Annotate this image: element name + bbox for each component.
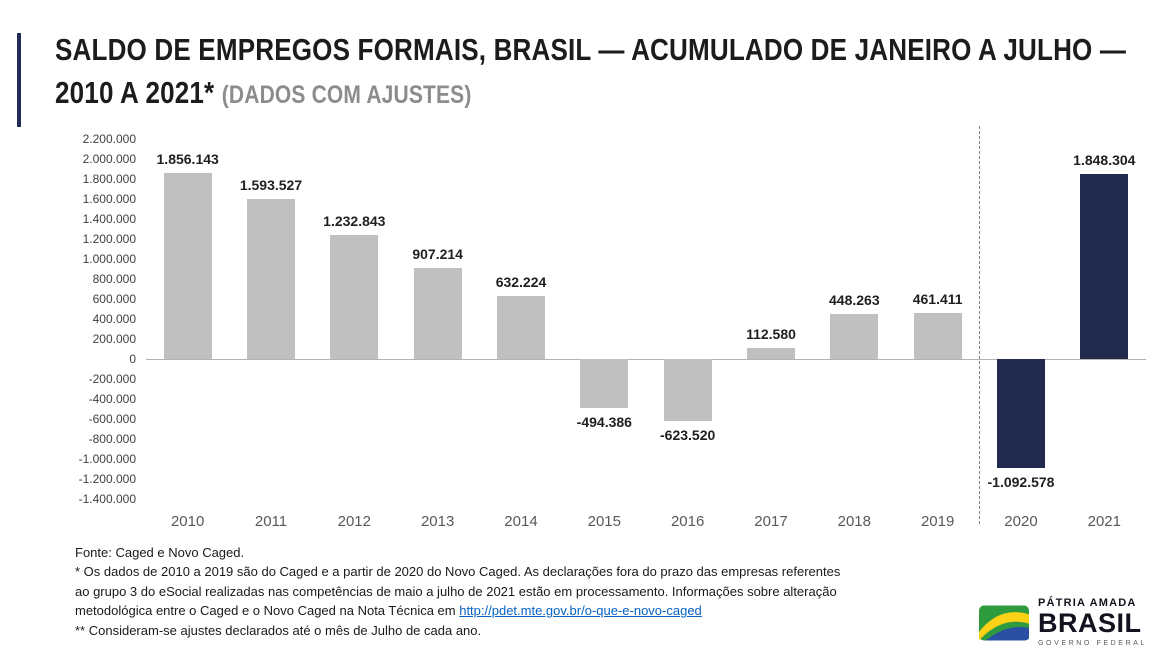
x-axis-label: 2014 — [504, 512, 538, 530]
x-axis-label: 2018 — [837, 512, 871, 530]
x-axis-label: 2012 — [337, 512, 371, 530]
page-title: SALDO DE EMPREGOS FORMAIS, BRASIL — ACUM… — [55, 28, 1139, 115]
y-tick-label: -1.400.000 — [78, 491, 136, 506]
y-tick-label: -400.000 — [88, 391, 136, 406]
y-tick-label: 1.400.000 — [82, 211, 136, 226]
logo-patria-amada: PÁTRIA AMADA — [1037, 597, 1137, 609]
bar-chart: 2.200.000 2.000.000 1.800.000 1.600.000 1.40… — [58, 125, 1167, 535]
bar-2010 — [163, 173, 212, 359]
x-axis-label: 2013 — [420, 512, 455, 530]
period-separator-line — [979, 125, 981, 524]
bar-2021 — [1080, 173, 1129, 359]
y-tick-label: -1.000.000 — [78, 451, 136, 466]
logo-governo-federal: GOVERNO FEDERAL — [1037, 640, 1147, 647]
header: SALDO DE EMPREGOS FORMAIS, BRASIL — ACUM… — [0, 0, 1167, 115]
y-tick-label: 600.000 — [92, 291, 136, 306]
y-tick-label: -600.000 — [88, 411, 136, 426]
footnote-2: ** Consideram-se ajustes declarados até … — [75, 622, 482, 638]
x-axis-label: 2011 — [254, 512, 288, 530]
x-axis-label: 2019 — [920, 512, 955, 530]
nota-tecnica-link[interactable]: http://pdet.mte.gov.br/o-que-e-novo-cage… — [459, 603, 702, 619]
bar-2014 — [497, 295, 545, 359]
x-axis-label: 2015 — [587, 512, 621, 530]
x-axis-label: 2016 — [670, 512, 705, 530]
bar-2020 — [997, 358, 1045, 469]
y-tick-label: 200.000 — [92, 331, 136, 346]
zero-axis-line — [146, 358, 1146, 360]
bar-2012 — [330, 235, 379, 359]
bar-2016 — [663, 358, 712, 422]
bar-value-label: 1.593.527 — [239, 177, 303, 194]
x-axis-label: 2010 — [170, 512, 205, 530]
title-accent-bar — [17, 33, 21, 127]
bar-value-label: 1.232.843 — [323, 213, 386, 230]
y-tick-label: 400.000 — [92, 311, 136, 326]
y-tick-label: 1.200.000 — [82, 231, 136, 246]
y-tick-label: 2.200.000 — [82, 131, 136, 146]
bar-value-label: 632.224 — [495, 273, 547, 290]
bar-2019 — [913, 312, 962, 359]
y-axis: 2.200.000 2.000.000 1.800.000 1.600.000 1.40… — [58, 132, 136, 506]
bar-value-label: 1.848.304 — [1073, 151, 1136, 168]
bar-value-label: -494.386 — [576, 414, 632, 431]
y-tick-label: 800.000 — [92, 271, 136, 286]
bar-value-label: 448.263 — [829, 291, 880, 308]
bar-value-label: 112.580 — [746, 325, 796, 342]
bar-value-label: 907.214 — [412, 246, 463, 263]
y-tick-label: 1.800.000 — [82, 171, 136, 186]
source-line: Fonte: Caged e Novo Caged. — [75, 544, 245, 560]
y-tick-label: 1.000.000 — [82, 251, 136, 266]
governo-federal-logo: PÁTRIA AMADA BRASIL GOVERNO FEDERAL — [978, 597, 1147, 648]
logo-brasil: BRASIL — [1037, 608, 1142, 638]
y-tick-label: 2.000.000 — [82, 151, 136, 166]
y-tick-label: 0 — [129, 351, 136, 366]
y-tick-label: 1.600.000 — [82, 191, 136, 206]
y-tick-label: -200.000 — [88, 371, 136, 386]
y-tick-label: -1.200.000 — [78, 471, 136, 486]
bar-2011 — [247, 199, 295, 359]
bar-value-label: -623.520 — [660, 427, 716, 444]
bar-value-label: 1.856.143 — [156, 151, 219, 168]
page-subtitle: (DADOS COM AJUSTES) — [221, 81, 472, 110]
footnote-1-text: * Os dados de 2010 a 2019 são do Caged e… — [75, 564, 841, 619]
page-title-text: SALDO DE EMPREGOS FORMAIS, BRASIL — ACUM… — [55, 32, 1127, 111]
bar-value-label: 461.411 — [912, 290, 963, 307]
x-axis-label: 2021 — [1087, 512, 1121, 530]
x-axis-label: 2017 — [754, 512, 788, 530]
logo-text: PÁTRIA AMADA BRASIL GOVERNO FEDERAL — [1037, 597, 1147, 648]
plot-area: 1.856.143 2010 1.593.527 2011 1.232.843 2012 9… — [146, 125, 1146, 530]
footnotes: Fonte: Caged e Novo Caged. * Os dados de… — [75, 543, 845, 641]
footnote-1: * Os dados de 2010 a 2019 são do Caged e… — [75, 562, 845, 621]
bar-2015 — [580, 358, 629, 409]
bar-2017 — [747, 347, 795, 359]
y-tick-label: -800.000 — [88, 431, 136, 446]
bar-value-label: -1.092.578 — [987, 474, 1055, 491]
brazil-flag-icon — [978, 605, 1029, 641]
bar-2013 — [413, 268, 462, 359]
x-axis-label: 2020 — [1004, 512, 1038, 530]
bar-2018 — [830, 313, 879, 359]
